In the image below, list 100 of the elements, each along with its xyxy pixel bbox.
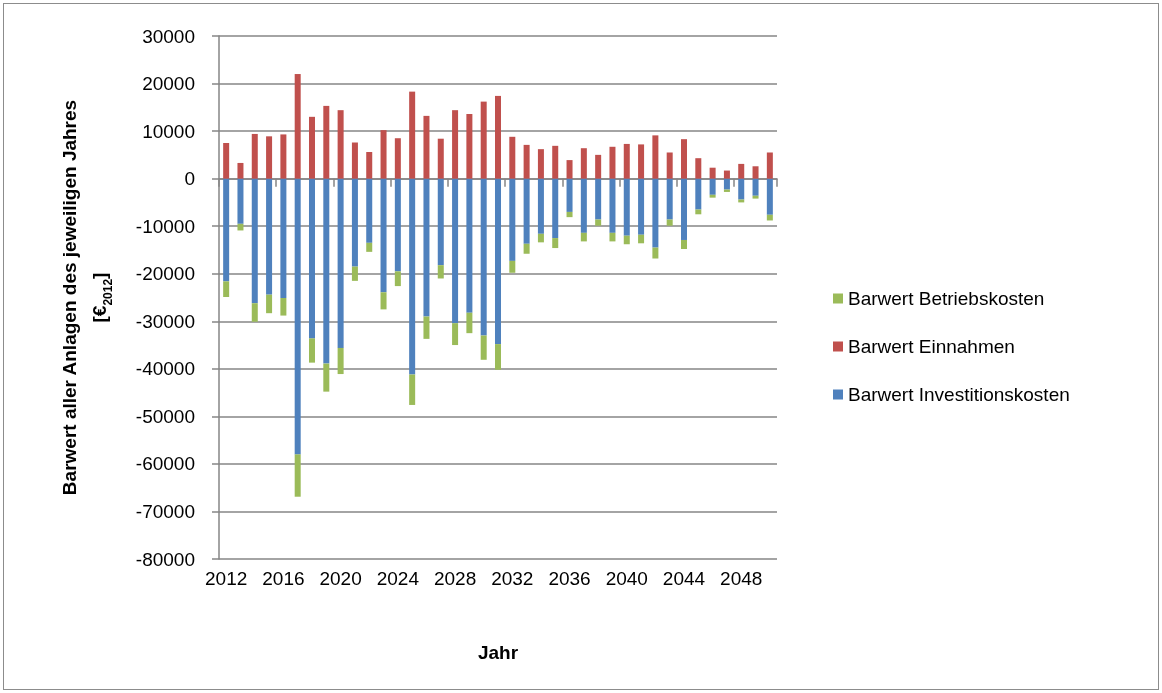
- bar: [251, 133, 258, 179]
- y-tick-label: 0: [184, 168, 195, 190]
- bar: [394, 271, 401, 287]
- bar: [409, 178, 416, 375]
- bar: [280, 297, 287, 316]
- bar: [552, 178, 559, 239]
- bar: [495, 178, 501, 345]
- bar: [266, 178, 273, 295]
- bar: [251, 303, 258, 322]
- bar: [337, 110, 344, 179]
- x-tick-label: 2044: [662, 568, 706, 589]
- bar: [709, 194, 716, 198]
- legend-label: Barwert Investitionskosten: [848, 384, 1070, 405]
- bar: [466, 178, 473, 313]
- bar: [452, 110, 459, 179]
- y-tick-label: -50000: [135, 405, 195, 427]
- bar: [652, 178, 659, 248]
- bar: [595, 219, 602, 226]
- bar: [623, 235, 630, 245]
- bar: [437, 138, 444, 179]
- bar: [495, 95, 501, 179]
- y-tick-label: 30000: [142, 25, 195, 47]
- bar: [709, 178, 716, 195]
- bar: [380, 130, 387, 179]
- bar: [280, 178, 287, 298]
- bar: [666, 152, 673, 179]
- bar: [366, 242, 373, 252]
- bar: [366, 178, 373, 243]
- legend-label: Barwert Einnahmen: [848, 336, 1015, 357]
- bar: [738, 163, 745, 179]
- bar: [337, 178, 344, 348]
- bar: [695, 178, 702, 210]
- bar: [423, 178, 430, 317]
- bar: [480, 335, 487, 360]
- bar: [309, 116, 315, 179]
- y-tick-label: -20000: [135, 263, 195, 285]
- bar: [509, 136, 516, 179]
- bar: [223, 281, 230, 298]
- bar: [351, 178, 358, 267]
- bar: [294, 178, 301, 455]
- bar: [309, 178, 315, 339]
- bar: [394, 138, 401, 179]
- bar: [480, 101, 487, 179]
- bar: [337, 347, 344, 375]
- x-tick-label: 2016: [262, 568, 305, 589]
- bar: [251, 178, 258, 304]
- bar: [623, 178, 630, 236]
- bar: [266, 136, 273, 179]
- bar: [237, 162, 244, 179]
- x-axis-title: Jahr: [477, 641, 519, 663]
- bar: [266, 294, 273, 314]
- bar: [652, 135, 659, 179]
- bar: [566, 178, 573, 212]
- bar: [323, 105, 330, 179]
- bar: [380, 178, 387, 293]
- y-tick-label: -60000: [135, 453, 195, 475]
- bar: [623, 143, 630, 179]
- y-tick-label: 20000: [142, 73, 195, 95]
- x-tick-label: 2040: [605, 568, 648, 589]
- bar: [351, 266, 358, 281]
- bar: [323, 363, 330, 392]
- bar: [537, 149, 544, 179]
- bar: [437, 178, 444, 266]
- bar: [237, 178, 244, 224]
- bar: [552, 145, 559, 179]
- bar: [280, 134, 287, 179]
- bar: [709, 167, 716, 179]
- bar: [580, 232, 587, 242]
- bar: [609, 178, 616, 233]
- bar: [595, 154, 602, 179]
- bar: [294, 454, 301, 497]
- bar: [223, 142, 230, 179]
- bar: [666, 219, 673, 226]
- bar: [609, 232, 616, 242]
- bar: [752, 178, 759, 196]
- bar: [580, 148, 587, 179]
- bar: [509, 178, 516, 261]
- bar: [595, 178, 602, 220]
- y-tick-label: -40000: [135, 358, 195, 380]
- bar: [466, 113, 473, 179]
- bar: [723, 178, 730, 190]
- x-tick-label: 2048: [720, 568, 763, 589]
- y-tick-label: -70000: [135, 500, 195, 522]
- bar: [695, 158, 702, 179]
- bar: [495, 344, 501, 370]
- bar: [223, 178, 230, 282]
- bar: [638, 178, 645, 235]
- bar: [681, 139, 687, 179]
- x-tick-label: 2028: [433, 568, 477, 589]
- y-tick-label: -30000: [135, 310, 195, 332]
- bar: [638, 144, 645, 179]
- bar: [766, 152, 773, 179]
- bar: [552, 238, 559, 249]
- bar: [566, 211, 573, 218]
- bar: [466, 312, 473, 334]
- bar: [323, 178, 330, 364]
- x-tick-label: 2012: [205, 568, 248, 589]
- bar: [681, 178, 687, 240]
- bar: [752, 195, 759, 199]
- bar: [452, 323, 459, 346]
